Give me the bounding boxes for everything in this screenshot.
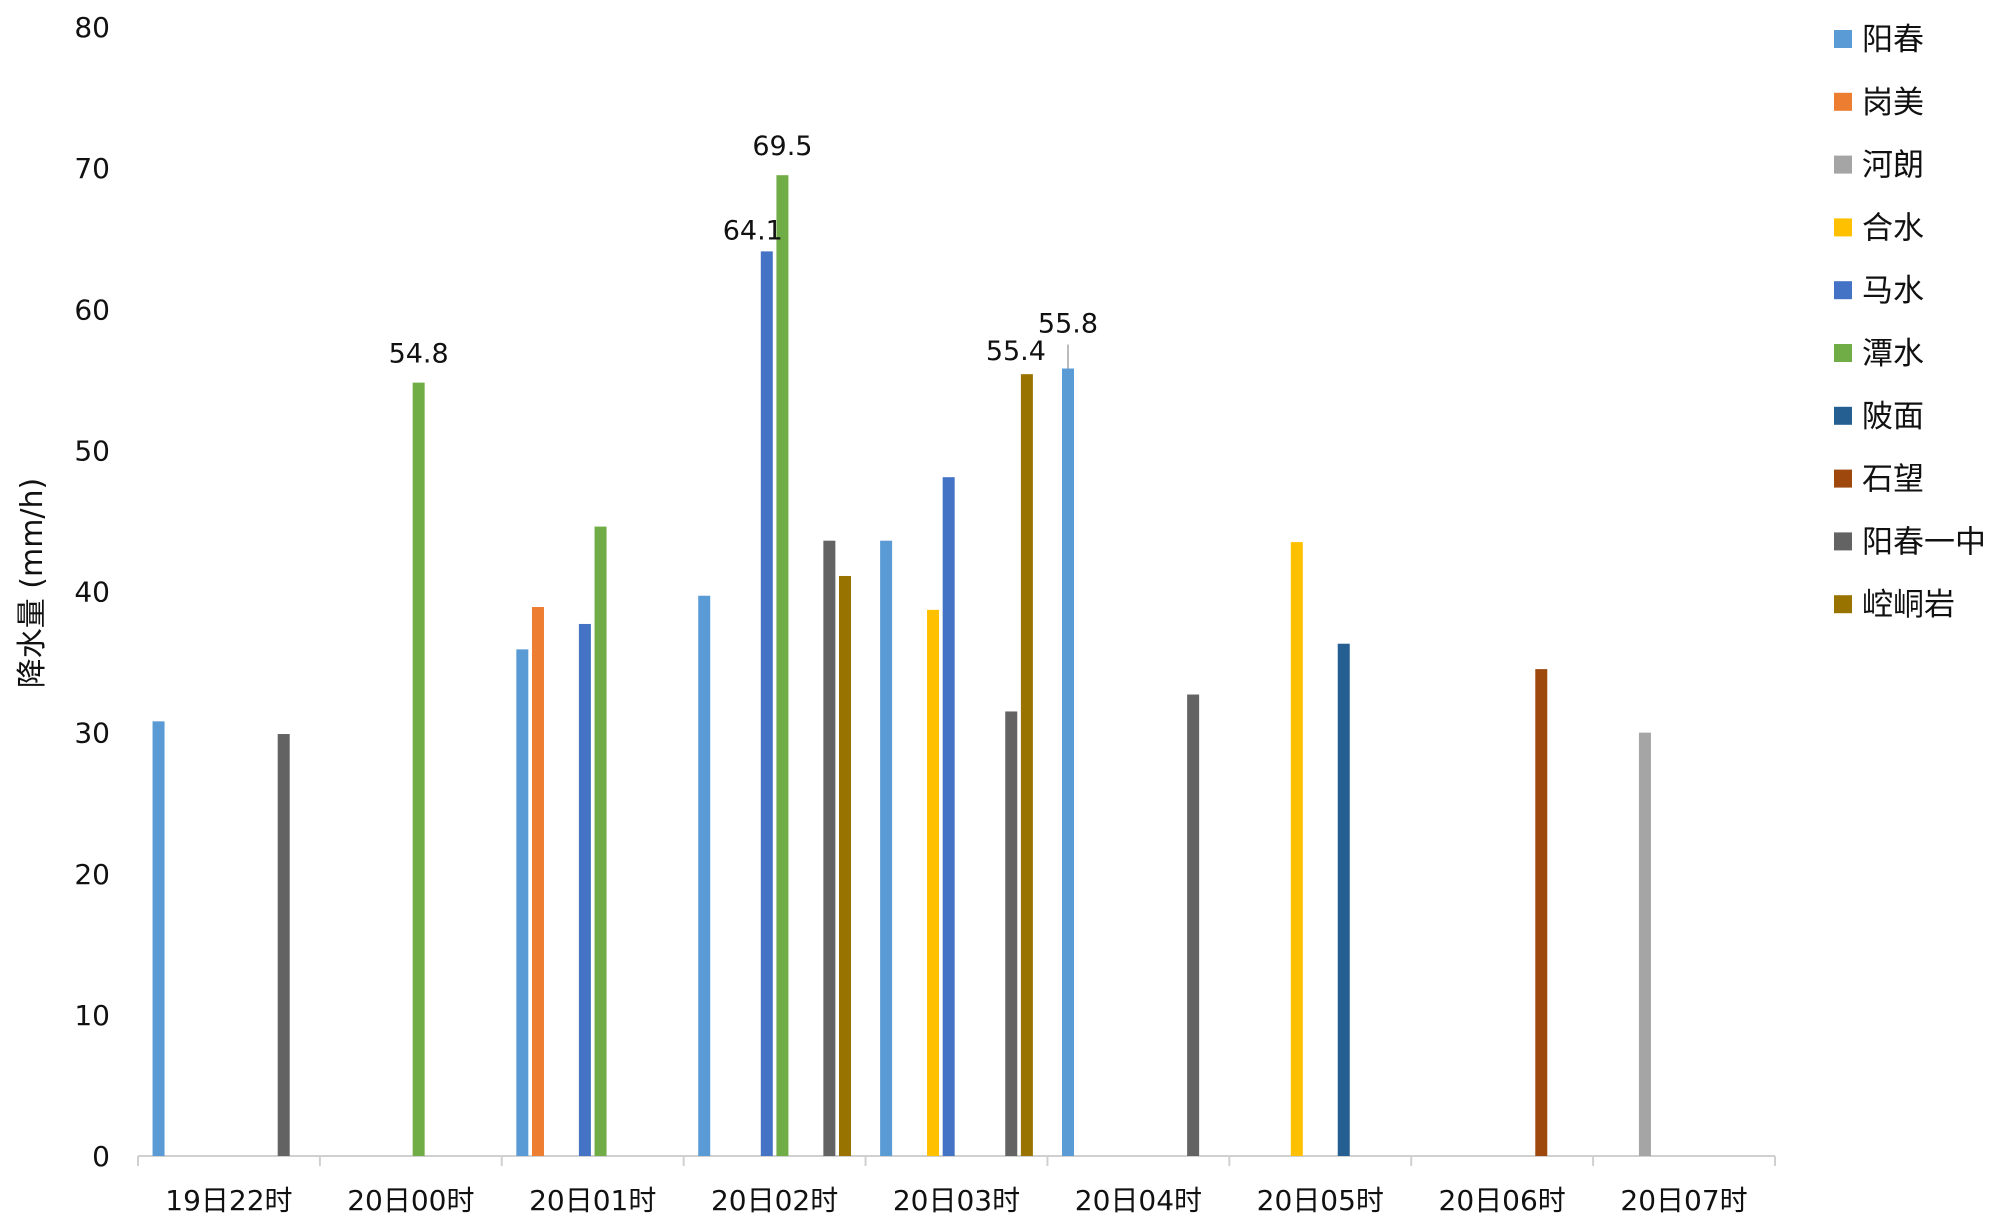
y-tick-label: 30: [74, 717, 110, 750]
bar: [594, 526, 607, 1156]
y-tick-label: 20: [74, 858, 110, 891]
x-tick-label: 20日03时: [893, 1184, 1020, 1217]
bar: [776, 175, 789, 1156]
x-tick-label: 20日02时: [711, 1184, 838, 1217]
x-tick-label: 20日05时: [1257, 1184, 1384, 1217]
bar: [152, 721, 165, 1156]
bar: [277, 734, 290, 1156]
y-tick-label: 40: [74, 576, 110, 609]
x-tick-label: 20日04时: [1075, 1184, 1202, 1217]
y-tick-label: 60: [74, 293, 110, 326]
y-tick-label: 80: [74, 11, 110, 44]
x-tick-label: 20日06时: [1439, 1184, 1566, 1217]
bar: [942, 477, 955, 1157]
bar: [1020, 374, 1033, 1157]
legend-swatch: [1834, 281, 1852, 300]
y-tick-label: 70: [74, 152, 110, 185]
y-axis: 0 10 20 30 40 50 60 70 80: [74, 11, 110, 1173]
bar: [1290, 542, 1303, 1156]
bar: [823, 540, 836, 1156]
y-tick-label: 0: [92, 1140, 110, 1173]
bar: [760, 251, 773, 1157]
bar: [1187, 694, 1200, 1156]
x-tick-label: 19日22时: [165, 1184, 292, 1217]
legend-swatch: [1834, 532, 1852, 551]
data-labels: 54.8 64.1 69.5 55.455.8: [389, 131, 1098, 369]
y-tick-label: 10: [74, 999, 110, 1032]
x-tick-label: 20日00时: [347, 1184, 474, 1217]
legend-swatch: [1834, 218, 1852, 237]
x-tick-label: 20日07时: [1620, 1184, 1747, 1217]
bars: [152, 175, 1651, 1157]
data-label: 54.8: [389, 339, 449, 370]
x-tick-label: 20日01时: [529, 1184, 656, 1217]
legend-label: 河朗: [1862, 148, 1924, 184]
legend-swatch: [1834, 30, 1852, 48]
legend-label: 石望: [1862, 462, 1924, 498]
x-axis: 19日22时 20日00时 20日01时 20日02时 20日03时 20日04时 20日0…: [137, 1155, 1776, 1217]
legend-label: 陂面: [1862, 399, 1924, 435]
bar: [1061, 368, 1074, 1157]
bar: [1535, 669, 1548, 1156]
y-axis-title: 降水量 (mm/h): [15, 478, 50, 689]
bar: [880, 540, 893, 1156]
data-label: 55.4: [986, 336, 1046, 367]
legend-swatch: [1834, 469, 1852, 488]
data-label: 55.8: [1038, 309, 1098, 340]
legend-swatch: [1834, 406, 1852, 425]
legend-label: 潭水: [1862, 336, 1924, 372]
data-label: 64.1: [723, 215, 783, 246]
bar: [698, 595, 711, 1156]
bar: [412, 382, 425, 1156]
bar: [1638, 732, 1651, 1156]
legend-swatch: [1834, 155, 1852, 174]
legend-swatch: [1834, 595, 1852, 614]
bar: [531, 607, 544, 1156]
legend-label: 阳春一中: [1862, 524, 1986, 560]
bar: [1337, 643, 1350, 1156]
legend-label: 马水: [1862, 273, 1924, 309]
legend-label: 阳春: [1862, 22, 1924, 58]
bar: [516, 649, 529, 1156]
legend-label: 合水: [1862, 210, 1924, 246]
legend-label: 崆峒岩: [1862, 587, 1955, 623]
y-tick-label: 50: [74, 434, 110, 467]
bar: [927, 609, 940, 1156]
data-label: 69.5: [752, 131, 812, 162]
legend-swatch: [1834, 344, 1852, 362]
legend-label: 岗美: [1862, 85, 1924, 121]
bar: [578, 623, 591, 1156]
legend-swatch: [1834, 92, 1852, 111]
bar: [839, 575, 852, 1156]
bar: [1005, 711, 1018, 1156]
